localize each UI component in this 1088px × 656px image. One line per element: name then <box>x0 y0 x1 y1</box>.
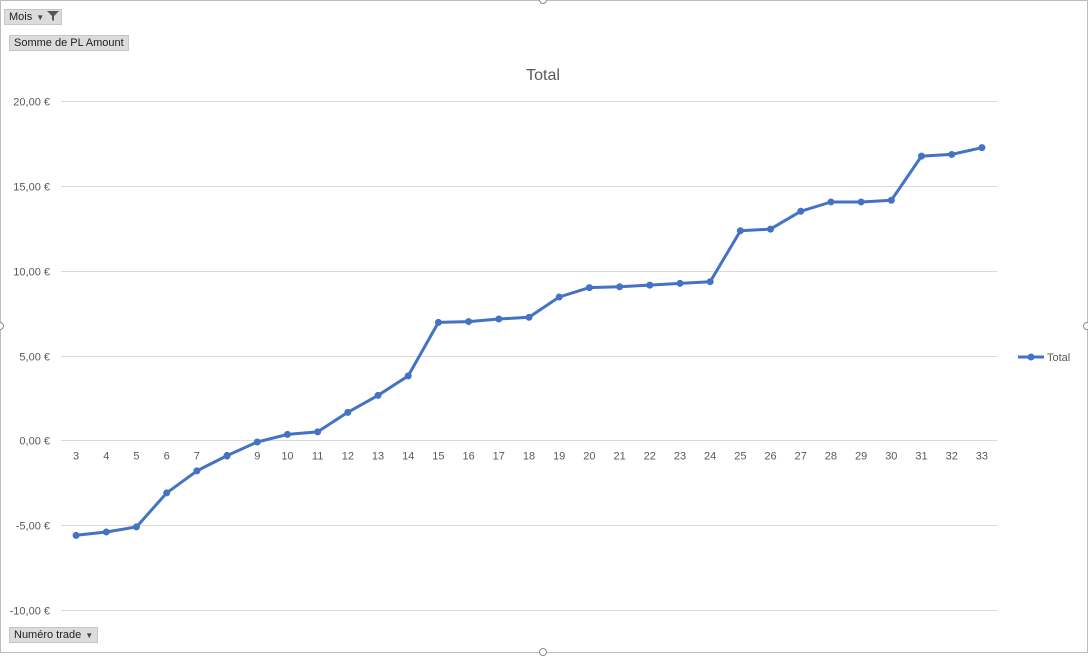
y-tick-label: 0,00 € <box>19 436 50 448</box>
y-tick-label: 20,00 € <box>13 97 50 109</box>
value-field-button[interactable]: Somme de PL Amount <box>9 35 129 51</box>
legend-label: Total <box>1047 352 1070 364</box>
data-point <box>72 531 80 539</box>
filter-field-button[interactable]: Mois ▼ <box>4 9 63 26</box>
data-point <box>585 284 593 292</box>
data-point <box>555 293 563 301</box>
x-tick-label: 16 <box>462 450 474 462</box>
x-tick-label: 31 <box>915 450 927 462</box>
data-point <box>253 438 261 446</box>
x-tick-label: 26 <box>764 450 776 462</box>
data-point <box>797 207 805 215</box>
axis-field-label: Numéro trade <box>14 629 82 641</box>
x-tick-label: 7 <box>194 450 200 462</box>
x-tick-label: 5 <box>133 450 139 462</box>
data-point <box>193 467 201 475</box>
gridlines <box>61 101 997 611</box>
x-tick-label: 30 <box>885 450 897 462</box>
data-point <box>495 315 503 323</box>
x-tick-label: 24 <box>704 450 716 462</box>
axis-field-button[interactable]: Numéro trade ▼ <box>9 627 99 643</box>
data-point <box>525 313 533 321</box>
x-tick-label: 18 <box>523 450 535 462</box>
x-tick-label: 33 <box>976 450 988 462</box>
series-line <box>74 146 984 537</box>
x-tick-label: 29 <box>855 450 867 462</box>
resize-handle-right[interactable] <box>1083 322 1088 330</box>
x-tick-label: 14 <box>402 450 414 462</box>
y-axis-labels: 20,00 € 15,00 € 10,00 € 5,00 € 0,00 € -5,00 €… <box>10 97 50 618</box>
dropdown-arrow-icon: ▼ <box>85 631 94 640</box>
x-tick-label: 21 <box>613 450 625 462</box>
x-tick-label: 27 <box>795 450 807 462</box>
data-point <box>676 279 684 287</box>
x-tick-label: 10 <box>281 450 293 462</box>
data-point <box>163 489 171 497</box>
x-axis-labels: 3456789101112131415161718192021222324252… <box>73 450 988 462</box>
y-tick-label: 5,00 € <box>19 352 50 364</box>
x-tick-label: 23 <box>674 450 686 462</box>
y-tick-label: -5,00 € <box>16 521 50 533</box>
y-tick-label: 10,00 € <box>13 267 50 279</box>
x-tick-label: 17 <box>493 450 505 462</box>
x-tick-label: 22 <box>644 450 656 462</box>
data-point <box>646 281 654 289</box>
x-tick-label: 6 <box>164 450 170 462</box>
legend[interactable]: Total <box>1018 352 1070 364</box>
data-point <box>404 372 412 380</box>
data-point <box>374 391 382 399</box>
data-point <box>978 144 986 152</box>
x-tick-label: 11 <box>312 450 323 462</box>
data-point <box>132 523 140 531</box>
x-tick-label: 13 <box>372 450 384 462</box>
y-tick-label: 15,00 € <box>13 182 50 194</box>
x-tick-label: 19 <box>553 450 565 462</box>
filter-field-label: Mois <box>9 11 33 23</box>
data-point <box>857 198 865 206</box>
y-tick-label: -10,00 € <box>10 606 50 618</box>
data-point <box>465 318 473 326</box>
data-point <box>706 278 714 286</box>
x-tick-label: 15 <box>432 450 444 462</box>
value-field-label: Somme de PL Amount <box>14 37 124 49</box>
x-tick-label: 32 <box>946 450 958 462</box>
data-point <box>314 428 322 436</box>
legend-marker <box>1027 353 1035 361</box>
data-point <box>887 196 895 204</box>
x-tick-label: 9 <box>254 450 260 462</box>
data-point <box>223 452 231 460</box>
data-point <box>948 150 956 158</box>
data-point <box>102 528 110 536</box>
x-tick-label: 25 <box>734 450 746 462</box>
filter-funnel-icon <box>47 10 60 26</box>
data-point <box>767 225 775 233</box>
x-tick-label: 4 <box>103 450 109 462</box>
data-point <box>736 227 744 235</box>
dropdown-arrow-icon: ▼ <box>36 13 45 22</box>
data-point <box>344 408 352 416</box>
x-tick-label: 12 <box>342 450 354 462</box>
chart-title: Total <box>526 67 560 84</box>
x-tick-label: 20 <box>583 450 595 462</box>
x-tick-label: 3 <box>73 450 79 462</box>
data-point <box>827 198 835 206</box>
data-point <box>283 430 291 438</box>
x-tick-label: 28 <box>825 450 837 462</box>
data-point <box>434 318 442 326</box>
series-total[interactable] <box>72 144 986 539</box>
data-point <box>918 152 926 160</box>
data-point <box>616 283 624 291</box>
